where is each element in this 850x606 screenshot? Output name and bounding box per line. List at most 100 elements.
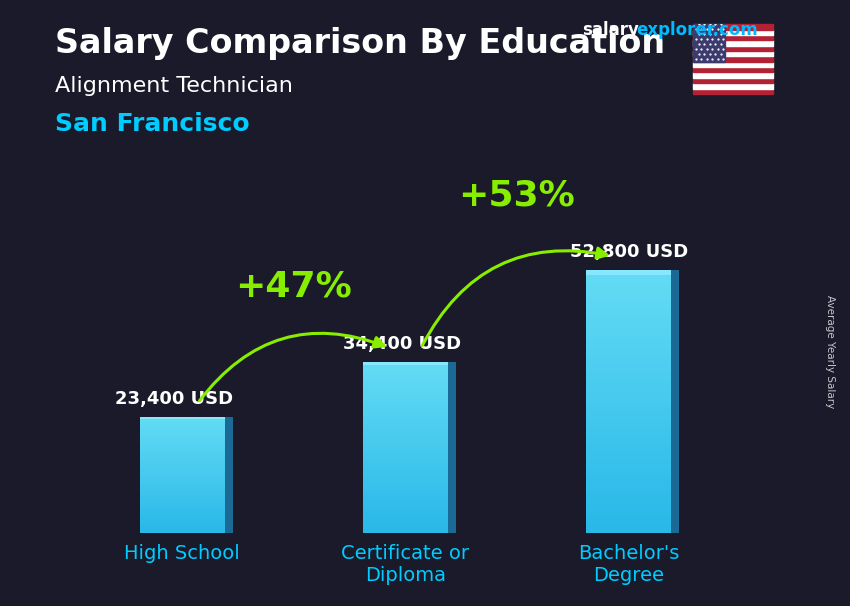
Text: explorer.com: explorer.com: [636, 21, 757, 39]
Bar: [586, 270, 671, 275]
Bar: [139, 490, 224, 493]
Bar: [586, 331, 671, 336]
Bar: [586, 336, 671, 340]
Bar: [363, 513, 448, 516]
Bar: [363, 413, 448, 416]
Bar: [139, 524, 224, 525]
Bar: [363, 522, 448, 525]
Bar: [139, 436, 224, 438]
Bar: [363, 416, 448, 419]
Bar: [363, 493, 448, 496]
Bar: [363, 384, 448, 387]
Bar: [586, 476, 671, 481]
Polygon shape: [448, 362, 456, 533]
Text: 34,400 USD: 34,400 USD: [343, 335, 461, 353]
Bar: [139, 424, 224, 426]
Bar: [586, 432, 671, 437]
Bar: [139, 516, 224, 518]
Text: Average Yearly Salary: Average Yearly Salary: [824, 295, 835, 408]
Bar: [139, 530, 224, 531]
Bar: [363, 459, 448, 462]
Bar: [586, 322, 671, 327]
Bar: [363, 402, 448, 405]
Bar: [363, 362, 448, 365]
Bar: [586, 301, 671, 305]
Bar: [363, 490, 448, 493]
Bar: [139, 416, 224, 419]
Bar: [363, 470, 448, 473]
Bar: [139, 445, 224, 448]
Bar: [139, 477, 224, 479]
Bar: [139, 473, 224, 475]
Bar: [586, 516, 671, 520]
Bar: [586, 507, 671, 511]
Bar: [363, 525, 448, 528]
Bar: [139, 430, 224, 432]
Bar: [139, 496, 224, 498]
Bar: [363, 487, 448, 490]
Bar: [363, 410, 448, 413]
Bar: [586, 472, 671, 476]
Bar: [693, 73, 774, 78]
Bar: [586, 291, 671, 296]
Bar: [586, 490, 671, 494]
Bar: [363, 367, 448, 370]
Bar: [139, 504, 224, 506]
Bar: [586, 367, 671, 371]
Bar: [693, 83, 774, 88]
Bar: [139, 426, 224, 428]
Bar: [139, 432, 224, 434]
Bar: [139, 506, 224, 508]
Bar: [139, 467, 224, 469]
Bar: [363, 390, 448, 393]
Bar: [139, 518, 224, 520]
Bar: [586, 384, 671, 388]
Bar: [586, 318, 671, 322]
Bar: [586, 402, 671, 406]
Bar: [363, 427, 448, 430]
Bar: [139, 463, 224, 465]
Bar: [586, 371, 671, 375]
Bar: [139, 514, 224, 516]
Bar: [363, 485, 448, 487]
Bar: [139, 471, 224, 473]
Bar: [363, 373, 448, 376]
Bar: [586, 305, 671, 309]
Bar: [139, 525, 224, 527]
Bar: [363, 445, 448, 447]
Bar: [139, 475, 224, 477]
Bar: [363, 376, 448, 379]
Bar: [363, 453, 448, 456]
Bar: [139, 453, 224, 456]
Bar: [139, 494, 224, 496]
Bar: [363, 393, 448, 396]
Bar: [586, 428, 671, 432]
Bar: [363, 442, 448, 445]
Bar: [363, 439, 448, 442]
Bar: [586, 494, 671, 498]
Bar: [363, 496, 448, 499]
Bar: [586, 502, 671, 507]
Bar: [363, 505, 448, 508]
Bar: [363, 479, 448, 482]
Polygon shape: [671, 270, 679, 533]
Bar: [586, 424, 671, 428]
Bar: [586, 279, 671, 283]
Bar: [586, 388, 671, 393]
Bar: [363, 387, 448, 390]
Bar: [139, 438, 224, 440]
Bar: [586, 353, 671, 358]
Bar: [139, 416, 224, 419]
Bar: [139, 487, 224, 488]
Bar: [586, 463, 671, 467]
Bar: [139, 500, 224, 502]
Bar: [363, 462, 448, 465]
Bar: [363, 379, 448, 382]
Bar: [363, 370, 448, 373]
Bar: [139, 421, 224, 422]
Bar: [139, 522, 224, 524]
Text: San Francisco: San Francisco: [55, 112, 250, 136]
Bar: [586, 274, 671, 279]
Bar: [586, 529, 671, 533]
Bar: [586, 454, 671, 459]
